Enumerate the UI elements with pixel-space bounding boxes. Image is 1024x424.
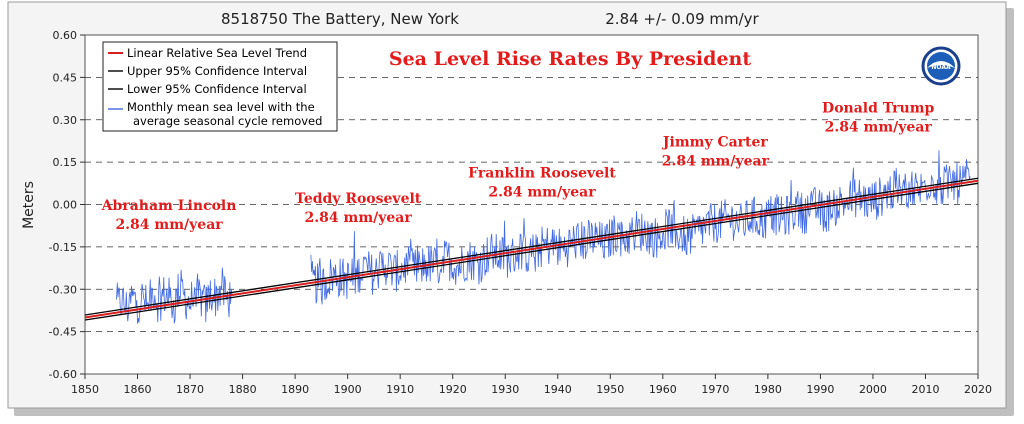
annotation-jimmy-carter-rate: 2.84 mm/year xyxy=(662,154,770,170)
y-tick-label: 0.45 xyxy=(53,71,78,84)
x-tick-label: 2000 xyxy=(859,383,887,396)
y-axis: 0.60 0.45 0.30 0.15 0.00 -0.15 -0.30 -0.45 -0.60 xyxy=(49,29,85,381)
legend-label-monthly: Monthly mean sea level with the xyxy=(127,100,315,114)
annotation-abraham-lincoln-name: Abraham Lincoln xyxy=(101,198,237,214)
noaa-logo: NOAA xyxy=(921,46,961,86)
chart-title: Sea Level Rise Rates By President xyxy=(389,48,751,70)
x-tick-label: 1980 xyxy=(754,383,782,396)
x-tick-label: 1850 xyxy=(71,383,99,396)
y-tick-label: 0.15 xyxy=(53,156,78,169)
annotation-jimmy-carter-name: Jimmy Carter xyxy=(661,135,769,151)
annotation-teddy-roosevelt-rate: 2.84 mm/year xyxy=(305,210,413,226)
rate-text: 2.84 +/- 0.09 mm/yr xyxy=(605,10,759,28)
y-tick-label: 0.60 xyxy=(53,29,78,42)
station-title: 8518750 The Battery, New York xyxy=(221,10,459,28)
x-tick-label: 1910 xyxy=(386,383,414,396)
x-tick-label: 1920 xyxy=(439,383,467,396)
x-tick-label: 1890 xyxy=(281,383,309,396)
x-tick-label: 1880 xyxy=(229,383,257,396)
annotation-franklin-roosevelt-name: Franklin Roosevelt xyxy=(468,166,616,182)
y-tick-label: -0.30 xyxy=(49,283,77,296)
x-tick-label: 2010 xyxy=(911,383,939,396)
x-tick-label: 1940 xyxy=(544,383,572,396)
noaa-logo-text: NOAA xyxy=(931,64,951,71)
noaa-logo-bird xyxy=(927,61,955,68)
x-tick-label: 1930 xyxy=(491,383,519,396)
legend: Linear Relative Sea Level Trend Upper 95… xyxy=(102,41,338,132)
x-axis: 1850 1860 1870 1880 1890 1900 1910 1920 1930 1940… xyxy=(71,374,992,396)
trend-lines xyxy=(84,177,979,321)
x-tick-label: 1960 xyxy=(649,383,677,396)
x-tick-label: 1860 xyxy=(124,383,152,396)
x-tick-label: 1870 xyxy=(176,383,204,396)
legend-label-upper-ci: Upper 95% Confidence Interval xyxy=(127,64,307,78)
y-tick-label: -0.60 xyxy=(49,368,77,381)
annotation-donald-trump-rate: 2.84 mm/year xyxy=(825,120,933,136)
y-axis-label: Meters xyxy=(21,181,37,229)
x-tick-label: 1970 xyxy=(701,383,729,396)
annotation-donald-trump-name: Donald Trump xyxy=(822,101,934,117)
trend-line xyxy=(84,179,979,319)
y-tick-label: -0.15 xyxy=(49,241,77,254)
x-tick-label: 1950 xyxy=(596,383,624,396)
noaa-logo-disc xyxy=(927,52,955,80)
y-tick-label: 0.30 xyxy=(53,114,78,127)
y-tick-label: 0.00 xyxy=(53,199,78,212)
x-tick-label: 2020 xyxy=(964,383,992,396)
legend-label-trend: Linear Relative Sea Level Trend xyxy=(127,46,307,60)
x-tick-label: 1990 xyxy=(806,383,834,396)
legend-label-lower-ci: Lower 95% Confidence Interval xyxy=(127,82,307,96)
annotation-abraham-lincoln-rate: 2.84 mm/year xyxy=(115,217,223,233)
annotation-teddy-roosevelt-name: Teddy Roosevelt xyxy=(295,191,422,207)
upper-ci-line xyxy=(84,177,979,316)
legend-label-monthly-line2: average seasonal cycle removed xyxy=(133,114,322,128)
annotation-franklin-roosevelt-rate: 2.84 mm/year xyxy=(488,185,596,201)
x-tick-label: 1900 xyxy=(334,383,362,396)
lower-ci-line xyxy=(84,182,979,321)
legend-box xyxy=(102,41,338,132)
y-tick-label: -0.45 xyxy=(49,326,77,339)
president-annotations: Abraham Lincoln 2.84 mm/year Teddy Rooseve… xyxy=(101,101,935,233)
